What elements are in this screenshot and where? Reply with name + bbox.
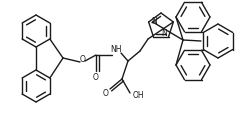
Text: O: O (103, 89, 109, 99)
Text: OH: OH (132, 91, 144, 99)
Text: O: O (93, 72, 99, 82)
Text: NH: NH (110, 45, 122, 55)
Text: O: O (80, 55, 86, 64)
Text: N: N (151, 17, 156, 27)
Text: N: N (161, 29, 167, 38)
